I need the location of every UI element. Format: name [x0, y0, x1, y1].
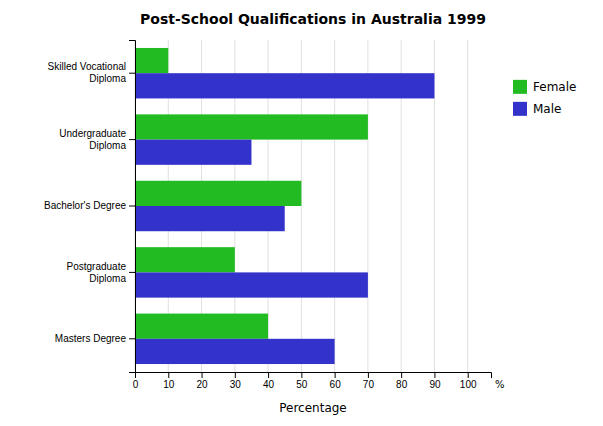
tick-label: 10	[163, 379, 175, 390]
bar	[135, 140, 251, 165]
tick-label-line: Diploma	[89, 73, 126, 84]
tick-label: 0	[133, 379, 139, 390]
tick-label: 100	[460, 379, 477, 390]
grid-line	[467, 40, 468, 372]
bar	[135, 314, 268, 339]
tick-mark	[129, 272, 135, 273]
x-axis: 0 10 20 30 40 50 60 70 80 90 100	[133, 372, 492, 390]
chart-container: 0 10 20 30 40 50 60 70 80 90 100 Masters Degree Post…	[0, 0, 603, 426]
axis-line	[129, 41, 136, 373]
bar	[135, 272, 368, 297]
tick-label-line: Undergraduate	[59, 128, 126, 139]
tick-label: 30	[230, 379, 242, 390]
tick-label-line: Skilled Vocational	[48, 61, 126, 72]
bar-series	[135, 73, 434, 364]
x-tick: 70	[363, 372, 375, 390]
tick-label-line: Diploma	[89, 273, 126, 284]
tick-label: 90	[429, 379, 441, 390]
legend-swatch	[513, 102, 527, 116]
legend: Female Male	[513, 80, 576, 116]
tick-mark	[468, 372, 469, 378]
tick-mark	[129, 206, 135, 207]
x-tick: 60	[330, 372, 342, 390]
x-tick: 80	[396, 372, 408, 390]
tick-label: Masters Degree	[55, 333, 127, 344]
tick-mark	[168, 372, 169, 378]
tick-label: 40	[263, 379, 275, 390]
tick-mark	[368, 372, 369, 378]
tick-label: 70	[363, 379, 375, 390]
tick-label: 80	[396, 379, 408, 390]
bar	[135, 73, 434, 98]
bar	[135, 181, 301, 206]
legend-swatch	[513, 80, 527, 94]
y-tick: Bachelor's Degree	[44, 200, 135, 211]
title: Post-School Qualifications in Australia …	[140, 11, 486, 27]
plot-area: 0 10 20 30 40 50 60 70 80 90 100 Masters Degree Post…	[44, 40, 504, 415]
bar	[135, 247, 235, 272]
chart-svg: 0 10 20 30 40 50 60 70 80 90 100 Masters Degree Post…	[0, 0, 603, 426]
tick-label: 60	[330, 379, 342, 390]
tick-label: 20	[196, 379, 208, 390]
tick-mark	[129, 73, 135, 74]
axis-line	[136, 373, 492, 379]
x-tick: 50	[296, 372, 308, 390]
x-tick: 90	[429, 372, 441, 390]
bars	[135, 48, 434, 364]
x-tick: 0	[133, 372, 139, 390]
x-tick: 20	[196, 372, 208, 390]
legend-label: Male	[533, 102, 561, 116]
tick-mark	[235, 372, 236, 378]
y-axis: Masters DegreePostgraduateDiplomaBachelo…	[44, 41, 135, 373]
tick-label-line: Bachelor's Degree	[44, 200, 126, 211]
tick-label: PostgraduateDiploma	[67, 261, 127, 284]
tick-mark	[401, 372, 402, 378]
y-tick: Masters Degree	[55, 333, 135, 344]
tick-mark	[129, 338, 135, 339]
y-tick: Skilled VocationalDiploma	[48, 61, 135, 84]
bar	[135, 339, 335, 364]
tick-mark	[129, 139, 135, 140]
tick-label: Bachelor's Degree	[44, 200, 126, 211]
legend-item: Male	[513, 102, 561, 116]
x-tick: 40	[263, 372, 275, 390]
bar	[135, 48, 168, 73]
bar	[135, 114, 368, 139]
tick-mark	[434, 372, 435, 378]
annotation: %	[495, 379, 505, 390]
tick-mark	[202, 372, 203, 378]
legend-item: Female	[513, 80, 576, 94]
tick-mark	[301, 372, 302, 378]
y-tick: UndergraduateDiploma	[59, 128, 135, 151]
x-tick: 10	[163, 372, 175, 390]
y-tick: PostgraduateDiploma	[67, 261, 136, 284]
x-tick: 100	[460, 372, 477, 390]
x-label: Percentage	[279, 401, 347, 415]
tick-label-line: Masters Degree	[55, 333, 127, 344]
tick-mark	[335, 372, 336, 378]
tick-label-line: Diploma	[89, 140, 126, 151]
x-tick: 30	[230, 372, 242, 390]
legend-label: Female	[533, 80, 576, 94]
tick-label: 50	[296, 379, 308, 390]
tick-label-line: Postgraduate	[67, 261, 127, 272]
tick-label: Skilled VocationalDiploma	[48, 61, 127, 84]
grid	[135, 40, 468, 372]
bar	[135, 206, 285, 231]
tick-label: UndergraduateDiploma	[59, 128, 126, 151]
tick-mark	[268, 372, 269, 378]
